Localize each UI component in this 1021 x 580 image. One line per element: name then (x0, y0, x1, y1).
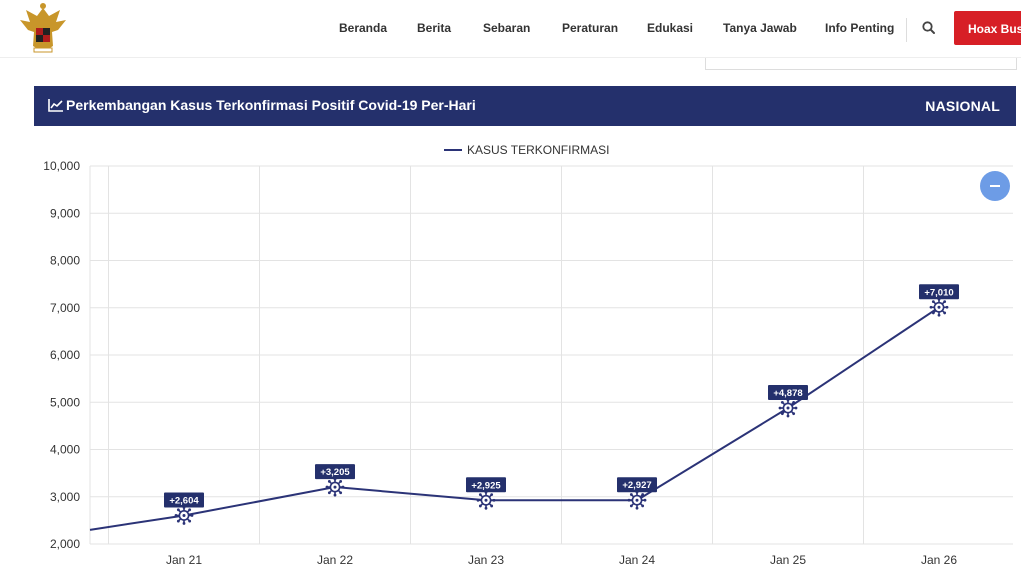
svg-text:+7,010: +7,010 (924, 287, 953, 298)
x-tick-label: Jan 24 (619, 553, 655, 567)
nav-berita[interactable]: Berita (417, 21, 452, 35)
x-tick-label: Jan 25 (770, 553, 806, 567)
partial-panel (705, 58, 1017, 70)
svg-text:+2,927: +2,927 (622, 480, 651, 491)
nav-tanya-jawab[interactable]: Tanya Jawab (723, 21, 797, 35)
data-label: +2,925 (466, 477, 506, 493)
virus-icon[interactable] (325, 477, 345, 497)
data-label: +3,205 (315, 464, 355, 480)
chart-header: Perkembangan Kasus Terkonfirmasi Positif… (34, 86, 1016, 126)
chart-title-group: Perkembangan Kasus Terkonfirmasi Positif… (48, 97, 476, 113)
y-tick-label: 3,000 (50, 490, 80, 504)
line-chart-icon (48, 99, 63, 112)
svg-text:+2,604: +2,604 (169, 495, 199, 506)
nav-peraturan[interactable]: Peraturan (562, 21, 619, 35)
y-tick-label: 6,000 (50, 348, 80, 362)
data-label: +7,010 (919, 284, 959, 300)
x-axis: Jan 21 Jan 22 Jan 23 Jan 24 Jan 25 Jan 26 (166, 553, 957, 567)
data-label: +2,927 (617, 477, 657, 493)
hoax-buster-button[interactable]: Hoax Buster (954, 11, 1021, 45)
data-label: +4,878 (768, 385, 808, 401)
data-points: +2,604 +3,205 +2,925 +2,927 +4,878 +7,010 (164, 284, 959, 525)
y-tick-label: 7,000 (50, 301, 80, 315)
y-axis: 2,000 3,000 4,000 5,000 6,000 7,000 8,000 9,000… (43, 159, 80, 551)
virus-icon[interactable] (929, 297, 949, 317)
virus-icon[interactable] (778, 398, 798, 418)
y-tick-label: 10,000 (43, 159, 80, 173)
nav-edukasi[interactable]: Edukasi (647, 21, 694, 35)
top-navigation: Beranda Berita Sebaran Peraturan Edukasi… (0, 0, 1021, 58)
x-tick-label: Jan 22 (317, 553, 353, 567)
svg-text:+2,925: +2,925 (471, 480, 501, 491)
legend-label: KASUS TERKONFIRMASI (467, 143, 609, 157)
scope-label: NASIONAL (925, 98, 1000, 114)
y-tick-label: 9,000 (50, 206, 80, 220)
svg-text:+3,205: +3,205 (320, 467, 350, 478)
x-tick-label: Jan 21 (166, 553, 202, 567)
garuda-emblem-icon[interactable] (18, 2, 68, 56)
data-label: +2,604 (164, 492, 204, 508)
y-tick-label: 8,000 (50, 254, 80, 268)
search-icon[interactable] (921, 20, 937, 36)
svg-text:+4,878: +4,878 (773, 388, 802, 399)
nav-divider (906, 18, 907, 42)
chart-legend[interactable]: KASUS TERKONFIRMASI (444, 143, 609, 157)
covid-daily-chart: 2,000 3,000 4,000 5,000 6,000 7,000 8,000 9,000… (43, 143, 1013, 567)
chart-title: Perkembangan Kasus Terkonfirmasi Positif… (66, 97, 476, 113)
x-tick-label: Jan 23 (468, 553, 504, 567)
y-tick-label: 4,000 (50, 443, 80, 457)
nav-info-penting[interactable]: Info Penting (825, 21, 895, 35)
y-tick-label: 5,000 (50, 395, 80, 409)
virus-icon[interactable] (476, 490, 496, 510)
zoom-out-button[interactable] (980, 171, 1010, 201)
y-tick-label: 2,000 (50, 537, 80, 551)
virus-icon[interactable] (627, 490, 647, 510)
nav-beranda[interactable]: Beranda (339, 21, 388, 35)
nav-sebaran[interactable]: Sebaran (483, 21, 531, 35)
x-tick-label: Jan 26 (921, 553, 957, 567)
virus-icon[interactable] (174, 506, 194, 525)
chart-grid (89, 165, 1013, 545)
